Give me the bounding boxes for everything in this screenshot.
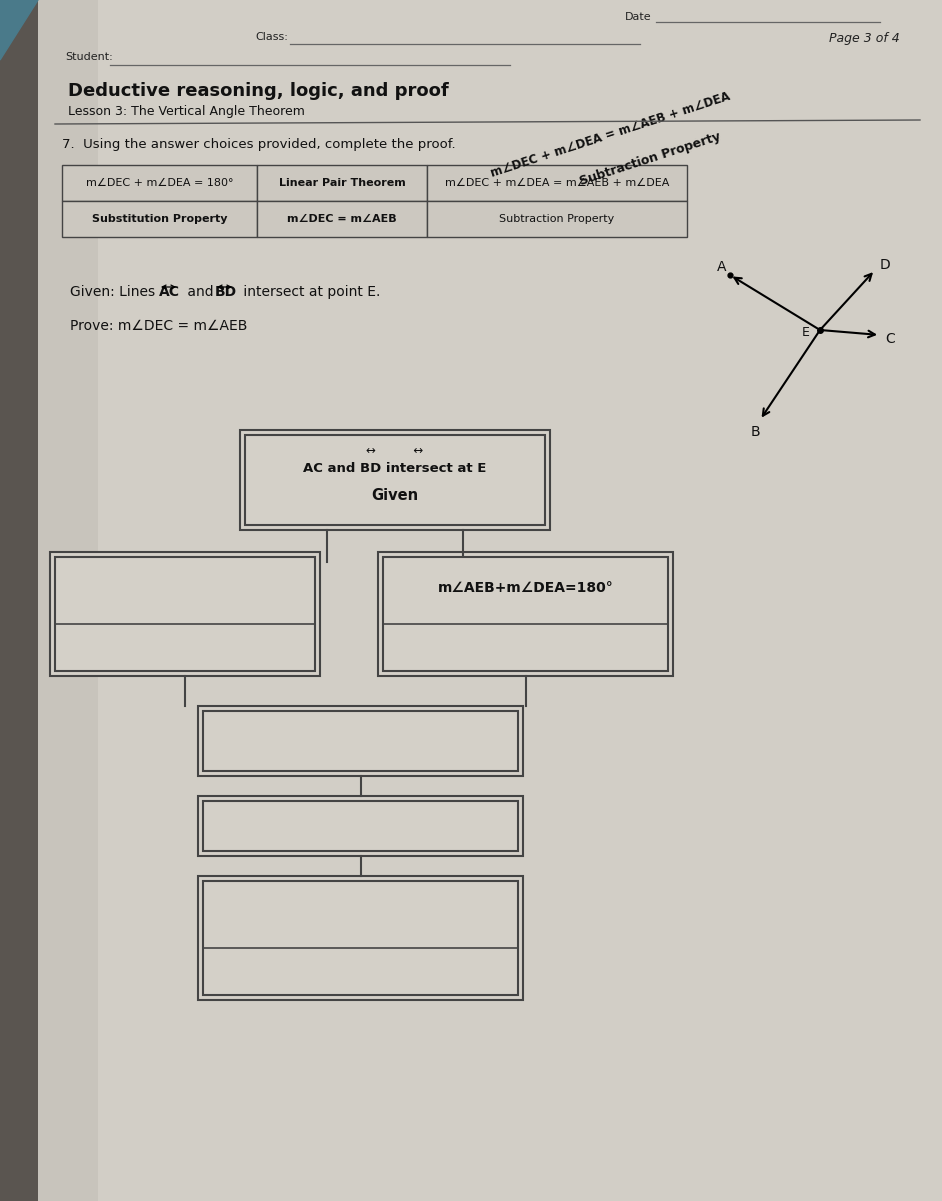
Text: Given: Given (371, 488, 418, 502)
Text: D: D (880, 258, 890, 271)
Bar (427, 201, 687, 237)
Text: m∠DEC = m∠AEB: m∠DEC = m∠AEB (287, 214, 397, 225)
Text: Subtraction Property: Subtraction Property (499, 214, 614, 225)
Bar (198, 876, 523, 1000)
Bar (0, 0, 38, 1201)
Bar (203, 801, 518, 852)
Polygon shape (0, 0, 38, 60)
Bar (198, 796, 523, 856)
Bar (203, 711, 518, 771)
Text: m∠DEC + m∠DEA = m∠AEB + m∠DEA: m∠DEC + m∠DEA = m∠AEB + m∠DEA (445, 178, 669, 189)
Text: m∠DEC + m∠DEA = m∠AEB + m∠DEA: m∠DEC + m∠DEA = m∠AEB + m∠DEA (489, 90, 732, 180)
Bar (383, 557, 668, 671)
Bar (38, 0, 98, 1201)
Text: intersect at point E.: intersect at point E. (239, 285, 381, 299)
Text: BD: BD (215, 285, 237, 299)
Text: m∠AEB+m∠DEA=180°: m∠AEB+m∠DEA=180° (438, 581, 613, 594)
Text: Student:: Student: (65, 52, 113, 62)
Bar (203, 882, 518, 994)
Bar (378, 552, 673, 676)
Text: C: C (885, 331, 895, 346)
Bar (240, 430, 550, 530)
Bar (198, 706, 523, 776)
Text: Class:: Class: (255, 32, 288, 42)
Text: Deductive reasoning, logic, and proof: Deductive reasoning, logic, and proof (68, 82, 448, 100)
Text: Substitution Property: Substitution Property (91, 214, 227, 225)
Text: and: and (183, 285, 218, 299)
Bar (55, 557, 315, 671)
Text: Subtraction Property: Subtraction Property (577, 130, 723, 189)
Text: Prove: m∠DEC = m∠AEB: Prove: m∠DEC = m∠AEB (70, 319, 248, 333)
Text: AC and BD intersect at E: AC and BD intersect at E (303, 461, 487, 474)
Text: E: E (802, 325, 810, 339)
Text: m∠DEC + m∠DEA = 180°: m∠DEC + m∠DEA = 180° (86, 178, 234, 189)
Text: Linear Pair Theorem: Linear Pair Theorem (279, 178, 405, 189)
Text: 7.  Using the answer choices provided, complete the proof.: 7. Using the answer choices provided, co… (62, 138, 456, 151)
Bar (245, 435, 545, 525)
Bar (62, 165, 257, 201)
Bar (257, 201, 427, 237)
Text: Date: Date (625, 12, 652, 22)
Text: Given: Lines: Given: Lines (70, 285, 159, 299)
Text: AC: AC (159, 285, 180, 299)
Bar (257, 165, 427, 201)
Text: Lesson 3: The Vertical Angle Theorem: Lesson 3: The Vertical Angle Theorem (68, 104, 305, 118)
Bar (62, 201, 257, 237)
Bar (427, 165, 687, 201)
Text: A: A (717, 259, 726, 274)
Text: ↔          ↔: ↔ ↔ (366, 443, 424, 456)
Text: Page 3 of 4: Page 3 of 4 (829, 32, 900, 44)
Text: B: B (750, 425, 760, 440)
Bar (50, 552, 320, 676)
